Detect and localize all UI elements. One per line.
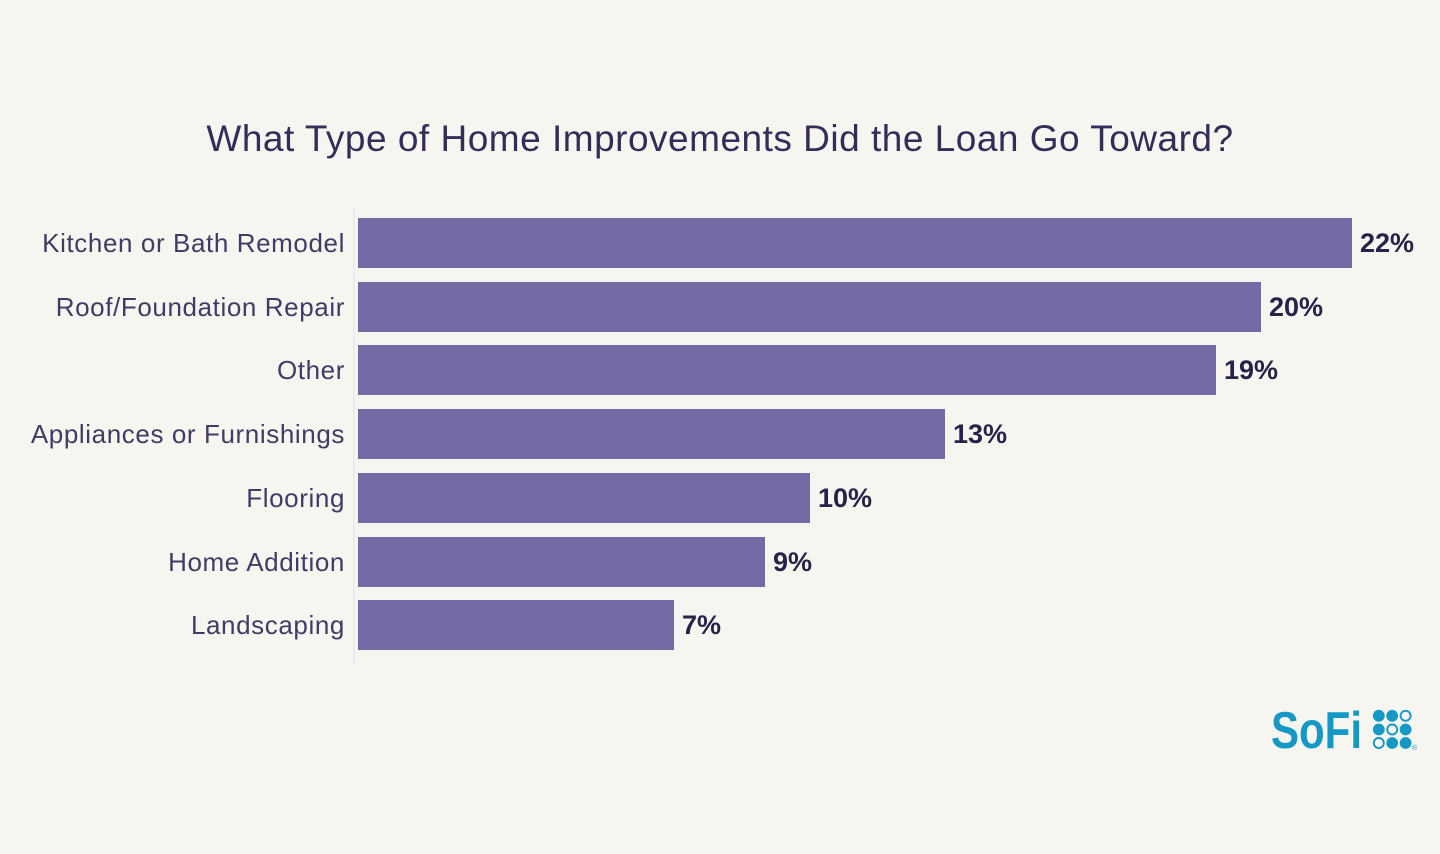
- svg-text:SoFi: SoFi: [1271, 701, 1362, 758]
- svg-text:®: ®: [1412, 744, 1418, 752]
